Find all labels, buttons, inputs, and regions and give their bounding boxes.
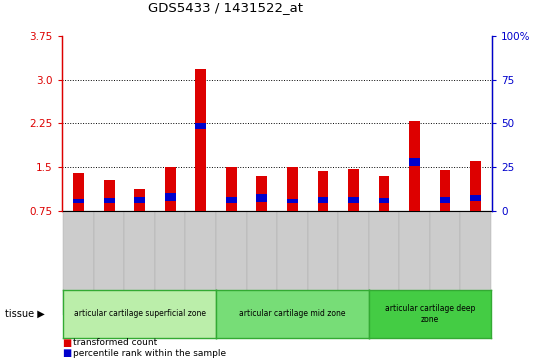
Bar	[348, 169, 359, 211]
Bar	[226, 197, 237, 203]
Bar	[277, 211, 308, 315]
Bar	[165, 193, 175, 201]
Bar	[73, 173, 84, 211]
Text: ■: ■	[62, 338, 71, 348]
Bar	[287, 167, 298, 211]
Bar	[308, 211, 338, 315]
Text: articular cartilage mid zone: articular cartilage mid zone	[239, 310, 345, 318]
Bar	[226, 167, 237, 211]
Bar	[257, 194, 267, 202]
Bar	[379, 198, 390, 203]
Text: tissue ▶: tissue ▶	[5, 309, 45, 319]
Bar	[165, 167, 175, 211]
Bar	[104, 198, 115, 203]
Text: transformed count: transformed count	[73, 338, 157, 347]
Bar	[317, 197, 328, 203]
Bar	[246, 211, 277, 315]
Bar	[399, 211, 430, 315]
Text: GDS5433 / 1431522_at: GDS5433 / 1431522_at	[148, 1, 303, 15]
Text: articular cartilage superficial zone: articular cartilage superficial zone	[74, 310, 206, 318]
Bar	[124, 211, 155, 315]
Bar	[440, 197, 450, 203]
Bar	[470, 195, 481, 201]
Text: ■: ■	[62, 348, 71, 358]
Bar	[63, 211, 94, 315]
Bar	[195, 69, 206, 211]
Bar	[134, 197, 145, 203]
Bar	[460, 211, 491, 315]
Bar	[257, 176, 267, 211]
Bar	[195, 123, 206, 129]
Bar	[287, 199, 298, 203]
Text: articular cartilage deep
zone: articular cartilage deep zone	[385, 304, 475, 324]
Bar	[317, 171, 328, 211]
Bar	[73, 199, 84, 203]
Bar	[134, 189, 145, 211]
Bar	[409, 158, 420, 166]
Bar	[369, 211, 399, 315]
Bar	[216, 211, 246, 315]
Bar	[430, 211, 460, 315]
Bar	[338, 211, 369, 315]
Bar	[94, 211, 124, 315]
Bar	[348, 197, 359, 203]
Text: percentile rank within the sample: percentile rank within the sample	[73, 349, 226, 358]
Bar	[409, 121, 420, 211]
Bar	[440, 170, 450, 211]
Bar	[470, 161, 481, 211]
Bar	[155, 211, 186, 315]
Bar	[186, 211, 216, 315]
Bar	[104, 180, 115, 211]
Bar	[379, 176, 390, 211]
